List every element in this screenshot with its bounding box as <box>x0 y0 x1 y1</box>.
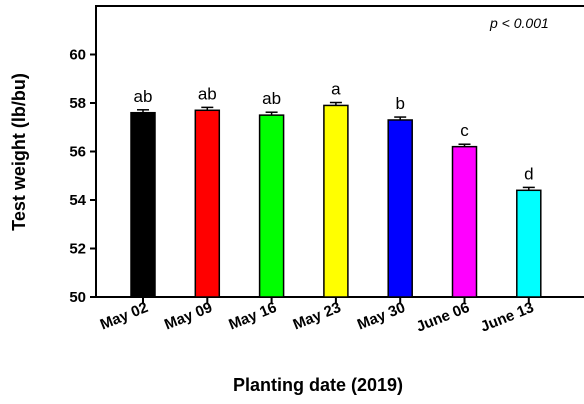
x-tick-label: June 13 <box>478 299 536 336</box>
y-tick-label: 60 <box>69 47 86 64</box>
y-tick-label: 50 <box>69 289 86 306</box>
p-value-annotation: p < 0.001 <box>489 15 549 31</box>
bar <box>323 104 349 298</box>
x-tick-label: May 30 <box>355 299 408 334</box>
bar <box>387 119 413 298</box>
significance-label: b <box>395 94 404 113</box>
significance-label: ab <box>262 89 281 108</box>
bar <box>194 109 221 298</box>
x-axis-title: Planting date (2019) <box>233 375 403 395</box>
significance-label: d <box>524 164 533 183</box>
y-tick-label: 56 <box>69 144 86 161</box>
bar <box>130 111 156 298</box>
bar <box>516 189 542 298</box>
x-tick-label: May 02 <box>98 299 151 334</box>
x-tick-label: May 09 <box>162 299 215 334</box>
x-axis: May 02 May 09 May 16 May 23 May 30 June 06 Jun… <box>98 297 536 336</box>
x-tick-label: May 23 <box>291 299 344 334</box>
y-axis-title: Test weight (lb/bu) <box>9 73 29 231</box>
significance-label: c <box>460 121 469 140</box>
x-tick-label: June 06 <box>414 299 472 336</box>
y-tick-label: 52 <box>69 241 86 258</box>
y-tick-label: 58 <box>69 95 86 112</box>
y-axis: 50 52 54 56 58 60 <box>69 47 96 306</box>
x-tick-label: May 16 <box>226 299 279 334</box>
significance-label: ab <box>134 87 153 106</box>
significance-label: ab <box>198 84 217 103</box>
bar <box>451 145 478 298</box>
y-tick-label: 54 <box>69 192 86 209</box>
significance-label: a <box>331 80 341 99</box>
bar <box>258 114 285 298</box>
